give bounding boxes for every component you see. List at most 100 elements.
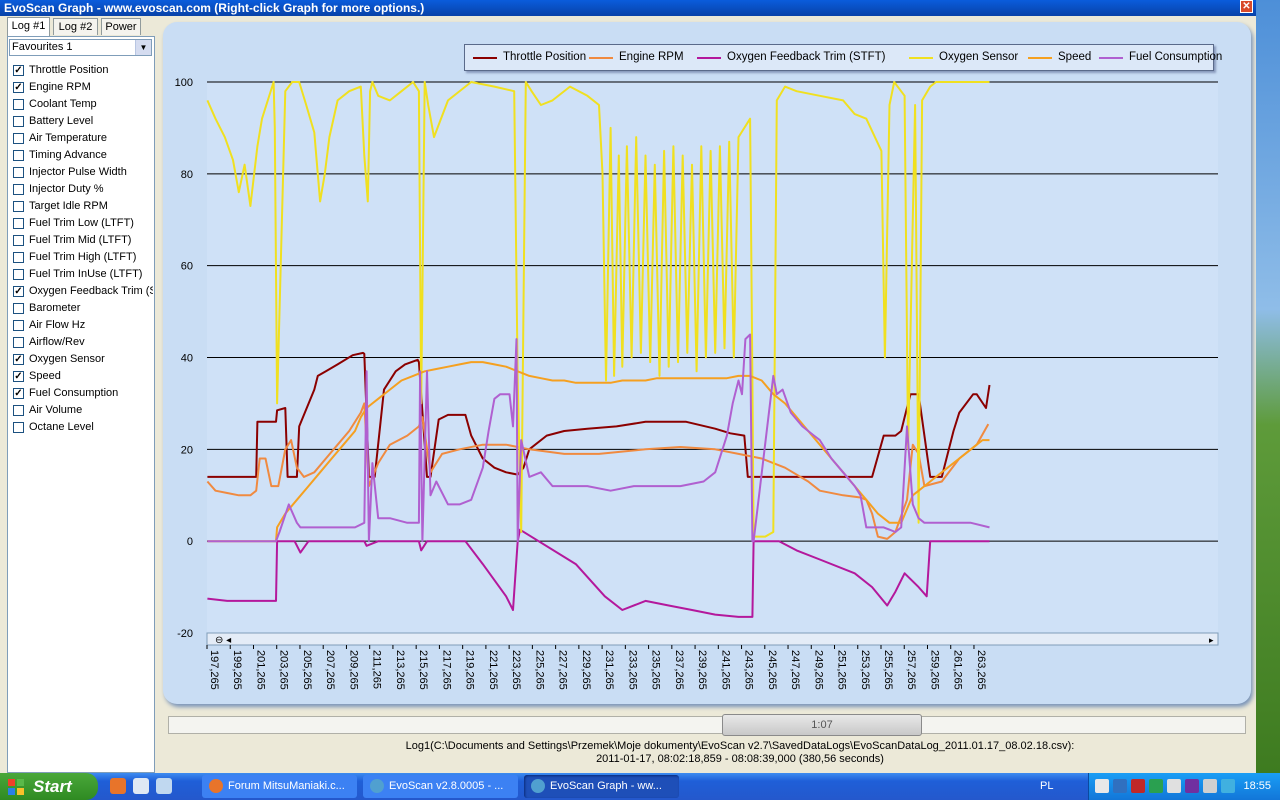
sensor-item[interactable]: Barometer [11,300,153,317]
tray-chevron-icon[interactable] [1095,779,1109,793]
window-titlebar[interactable]: EvoScan Graph - www.evoscan.com (Right-c… [0,0,1256,16]
security-icon[interactable] [1131,779,1145,793]
checkbox[interactable] [13,422,24,433]
sensor-item[interactable]: ✓ Engine RPM [11,79,153,96]
messenger-icon[interactable] [1167,779,1181,793]
update-icon[interactable] [1185,779,1199,793]
sensor-item[interactable]: ✓ Oxygen Feedback Trim (S [11,283,153,300]
sensor-item[interactable]: Coolant Temp [11,96,153,113]
zoom-icon: ⊖ ◂ [215,635,231,646]
sensor-item[interactable]: Injector Duty % [11,181,153,198]
chevron-down-icon[interactable]: ▼ [135,40,151,55]
x-tick-label: 213,265 [394,650,406,690]
x-tick-label: 249,265 [812,650,824,690]
checkbox[interactable] [13,235,24,246]
volume-icon[interactable] [1203,779,1217,793]
sensor-item[interactable]: Injector Pulse Width [11,164,153,181]
checkbox-checked[interactable]: ✓ [13,371,24,382]
sensor-label: Timing Advance [29,149,107,161]
checkbox[interactable] [13,167,24,178]
legend-swatch [473,57,497,59]
taskbar-button[interactable]: EvoScan v2.8.0005 - ... [363,775,518,798]
sensor-label: Barometer [29,302,81,314]
sensor-item[interactable]: Battery Level [11,113,153,130]
time-scrollbar[interactable] [168,716,1246,734]
sensor-item[interactable]: Air Temperature [11,130,153,147]
checkbox[interactable] [13,252,24,263]
firefox-quicklaunch-icon[interactable] [110,778,126,794]
sensor-item[interactable]: Timing Advance [11,147,153,164]
checkbox[interactable] [13,150,24,161]
checkbox[interactable] [13,99,24,110]
sensor-item[interactable]: Fuel Trim Low (LTFT) [11,215,153,232]
sensor-item[interactable]: ✓ Fuel Consumption [11,385,153,402]
sensor-item[interactable]: Air Volume [11,402,153,419]
sensor-item[interactable]: Fuel Trim High (LTFT) [11,249,153,266]
x-tick-label: 241,265 [719,650,731,690]
checkbox[interactable] [13,218,24,229]
x-tick-label: 207,265 [324,650,336,690]
legend-label: Throttle Position [503,51,587,63]
checkbox[interactable] [13,303,24,314]
firefox-icon [209,779,223,793]
taskbar-button[interactable]: Forum MitsuManiaki.c... [202,775,357,798]
favourites-select-value: Favourites 1 [12,41,73,53]
sensor-item[interactable]: Air Flow Hz [11,317,153,334]
checkbox[interactable] [13,269,24,280]
language-indicator[interactable]: PL [1040,780,1054,792]
chart-legend: Throttle Position Engine RPM Oxygen Feedba… [464,44,1222,71]
sensor-label: Injector Pulse Width [29,166,127,178]
legend-swatch [1028,57,1052,59]
checkbox[interactable] [13,184,24,195]
checkbox[interactable] [13,337,24,348]
antivirus-icon[interactable] [1149,779,1163,793]
checkbox-checked[interactable]: ✓ [13,286,24,297]
checkbox-checked[interactable]: ✓ [13,65,24,76]
sensor-item[interactable]: ✓ Throttle Position [11,62,153,79]
sensor-item[interactable]: Airflow/Rev [11,334,153,351]
y-tick-label: 80 [181,169,193,181]
connection-icon[interactable] [1221,779,1235,793]
sensor-item[interactable]: Fuel Trim InUse (LTFT) [11,266,153,283]
taskbar-button[interactable]: EvoScan Graph - ww... [524,775,679,798]
sensor-label: Oxygen Sensor [29,353,105,365]
sensor-label: Target Idle RPM [29,200,108,212]
checkbox-checked[interactable]: ✓ [13,354,24,365]
legend-swatch [697,57,721,59]
sensor-item[interactable]: Octane Level [11,419,153,436]
y-tick-label: 100 [175,77,193,89]
checkbox-checked[interactable]: ✓ [13,388,24,399]
tab-log-2[interactable]: Log #2 [53,18,98,35]
close-button[interactable]: ✕ [1240,0,1253,13]
tab-log-1[interactable]: Log #1 [7,17,50,36]
sensor-label: Engine RPM [29,81,91,93]
sensor-label: Injector Duty % [29,183,104,195]
sensor-item[interactable]: Fuel Trim Mid (LTFT) [11,232,153,249]
x-tick-label: 263,265 [975,650,987,690]
checkbox[interactable] [13,320,24,331]
sensor-item[interactable]: ✓ Oxygen Sensor [11,351,153,368]
x-tick-label: 229,265 [580,650,592,690]
legend-label: Speed [1058,51,1092,63]
line-chart[interactable]: -20 0 20 40 60 80 100 ⊖ ◂ ▸ 197,265 199,265 201,265… [0,0,1256,710]
network-icon[interactable] [1113,779,1127,793]
sensor-item[interactable]: ✓ Speed [11,368,153,385]
series-line [207,333,990,543]
x-tick-label: 217,265 [440,650,452,690]
x-tick-label: 223,265 [510,650,522,690]
log-file-info: Log1(C:\Documents and Settings\Przemek\M… [240,740,1240,766]
sensor-label: Fuel Trim InUse (LTFT) [29,268,143,280]
checkbox[interactable] [13,133,24,144]
time-scrollbar-thumb[interactable]: 1:07 [722,714,922,736]
window-switcher-icon[interactable] [156,778,172,794]
checkbox[interactable] [13,405,24,416]
checkbox[interactable] [13,201,24,212]
favourites-select[interactable]: Favourites 1 ▼ [9,39,152,56]
checkbox-checked[interactable]: ✓ [13,82,24,93]
tab-power[interactable]: Power [101,18,141,35]
start-button[interactable]: Start [0,773,98,800]
sensor-item[interactable]: Target Idle RPM [11,198,153,215]
show-desktop-icon[interactable] [133,778,149,794]
checkbox[interactable] [13,116,24,127]
x-tick-label: 239,265 [696,650,708,690]
